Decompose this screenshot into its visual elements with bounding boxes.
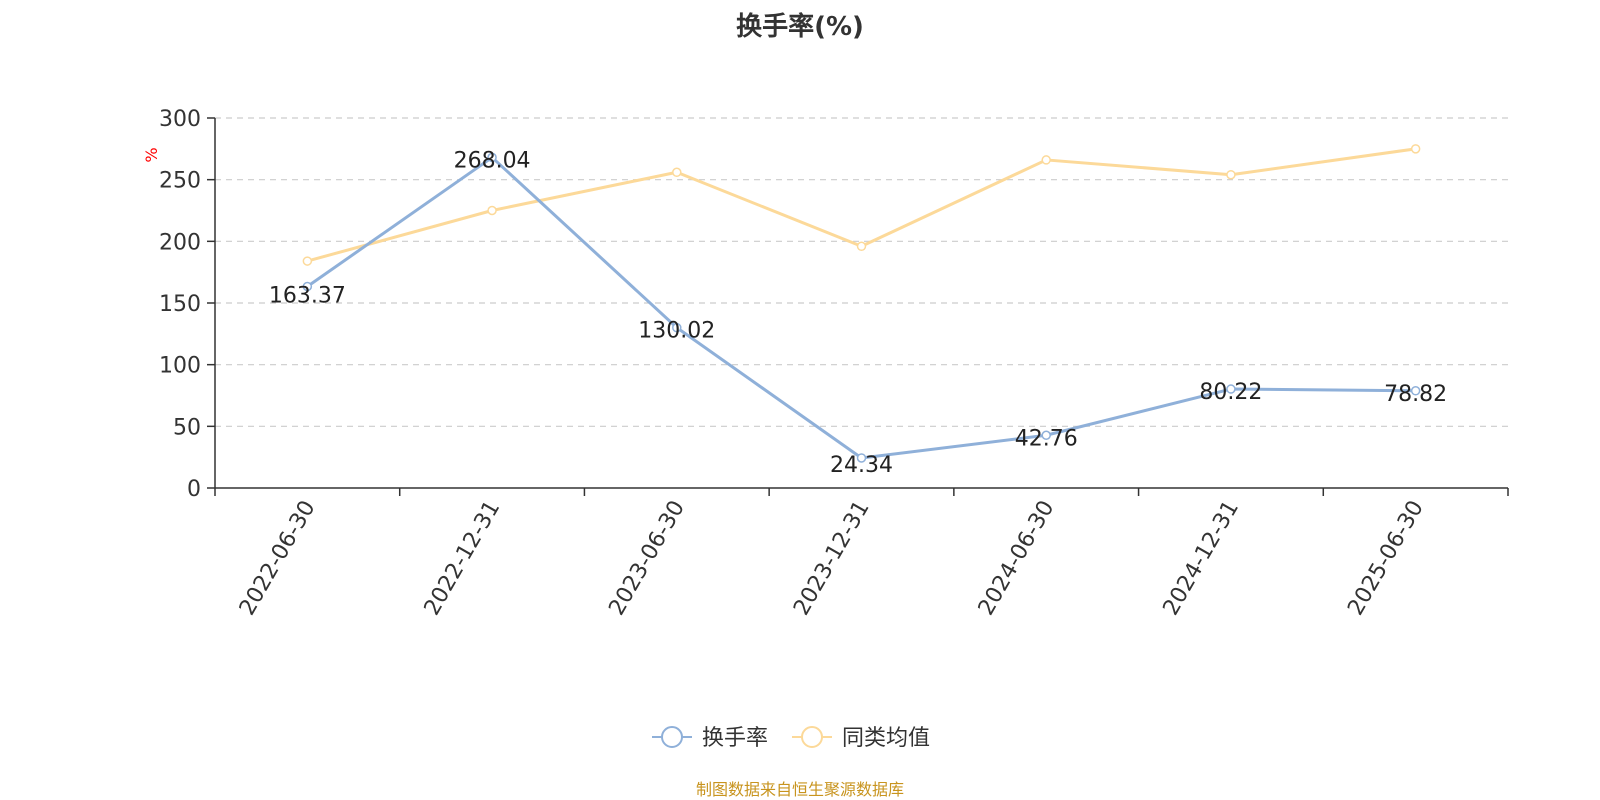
series-line [306, 155, 1416, 460]
y-tick-label: 50 [173, 415, 201, 440]
source-note: 制图数据来自恒生聚源数据库 [695, 780, 904, 799]
y-axis-label: % [142, 147, 161, 162]
x-tick-label: 2024-06-30 [974, 497, 1060, 620]
y-tick-label: 300 [159, 107, 201, 132]
legend-label: 换手率 [702, 726, 768, 751]
x-tick-label: 2024-12-31 [1159, 497, 1245, 620]
data-point [672, 167, 682, 178]
x-tick-label: 2025-06-30 [1343, 497, 1429, 620]
x-tick-label: 2023-12-31 [789, 497, 875, 620]
data-point [856, 453, 867, 463]
data-label: 268.04 [454, 148, 531, 173]
data-point [302, 256, 313, 266]
data-point [672, 322, 682, 333]
y-tick-label: 0 [187, 477, 201, 502]
data-point [1410, 144, 1421, 154]
data-point [1041, 430, 1051, 441]
data-point [302, 281, 313, 292]
data-point [1041, 155, 1051, 165]
x-tick-label: 2022-06-30 [235, 497, 321, 620]
data-label: 80.22 [1199, 380, 1262, 405]
data-point [487, 152, 497, 163]
legend-marker [661, 726, 683, 748]
data-label: 163.37 [269, 284, 346, 309]
data-label: 24.34 [830, 453, 893, 478]
data-point [487, 205, 497, 216]
y-tick-label: 200 [159, 230, 201, 255]
data-label: 130.02 [638, 319, 715, 344]
data-point [1226, 169, 1236, 180]
y-tick-label: 250 [159, 169, 201, 194]
data-point [1410, 386, 1421, 396]
chart-title: 换手率(%) [736, 12, 864, 42]
y-tick-label: 150 [159, 292, 201, 317]
x-tick-label: 2023-06-30 [604, 497, 690, 620]
legend-marker [801, 726, 823, 748]
data-point [1226, 384, 1236, 394]
legend-label: 同类均值 [842, 726, 930, 751]
data-label: 78.82 [1384, 382, 1447, 407]
x-tick-label: 2022-12-31 [420, 497, 506, 620]
data-label: 42.76 [1015, 426, 1078, 451]
y-tick-label: 100 [159, 354, 201, 379]
data-point [856, 241, 867, 252]
